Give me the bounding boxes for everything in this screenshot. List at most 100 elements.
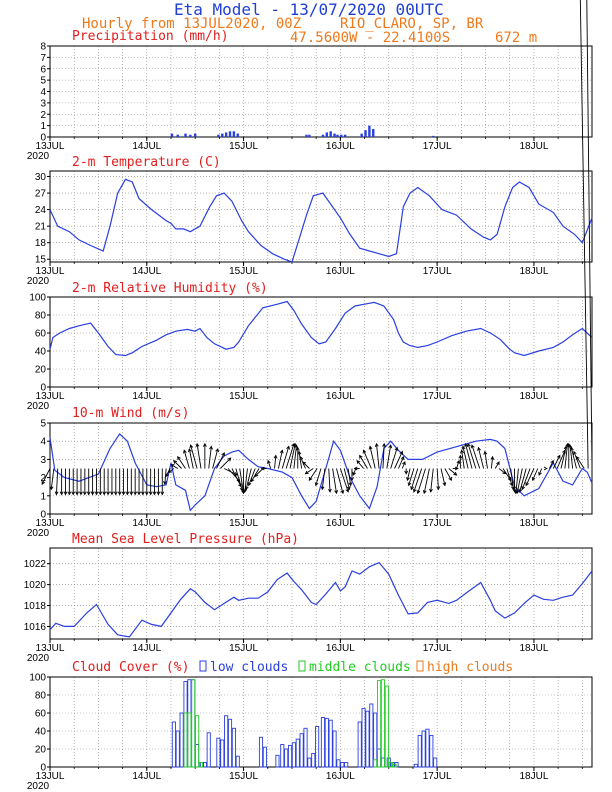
wind-arrow	[216, 452, 225, 469]
x-tick-label: 16JUL	[326, 771, 355, 782]
wind-arrow-head	[353, 466, 358, 471]
y-tick-label: 5	[40, 419, 46, 430]
wind-arrow	[560, 446, 567, 469]
wind-arrow-head	[453, 471, 458, 476]
precip-bar	[364, 130, 367, 137]
low-cloud-bar	[187, 679, 192, 768]
wind-arrow-head	[273, 454, 278, 459]
y-tick-label: 0	[40, 763, 46, 774]
wind-arrow-head	[320, 486, 325, 491]
y-tick-label: 27	[35, 189, 47, 200]
low-cloud-bar	[328, 719, 333, 768]
low-cloud-bar	[227, 718, 233, 768]
wind-arrow	[293, 445, 297, 469]
wind-arrow-head	[102, 491, 107, 496]
wind-arrow-head	[177, 456, 181, 461]
wind-arrow	[440, 468, 446, 486]
wind-arrow-head	[90, 491, 95, 496]
precip-bar	[329, 131, 332, 137]
precip-bar	[228, 131, 232, 137]
wind-arrow	[510, 468, 514, 490]
wind-arrow	[173, 460, 182, 469]
wind-arrow	[398, 456, 405, 469]
low-cloud-bar	[284, 748, 289, 768]
wind-arrow	[308, 468, 318, 481]
wind-arrow	[281, 446, 290, 469]
wind-arrow	[171, 464, 178, 469]
precip-bar	[232, 131, 236, 137]
wind-arrow-head	[163, 481, 167, 486]
middle-cloud-bar	[377, 680, 382, 768]
wind-arrow-head	[470, 444, 475, 449]
precip-bar	[308, 134, 311, 137]
wind-arrow	[244, 468, 248, 492]
wind-arrow-head	[416, 490, 421, 495]
wind-arrow-head	[304, 470, 309, 475]
wind-arrow	[462, 446, 469, 469]
panel-frame	[49, 547, 593, 640]
x-tick-label: 17JUL	[423, 518, 452, 529]
wind-arrow-head	[550, 459, 554, 464]
precip-bar	[368, 125, 371, 137]
wind-arrow	[390, 447, 398, 469]
wind-arrow-head	[345, 488, 350, 493]
panel-title: Mean Sea Level Pressure (hPa)	[72, 532, 299, 547]
middle-cloud-bar	[384, 685, 389, 768]
legend-swatch	[199, 660, 207, 672]
wind-arrow	[190, 444, 198, 469]
wind-arrow-head	[49, 486, 54, 491]
low-cloud-bar	[365, 710, 370, 768]
x-tick-label: 13JUL	[36, 141, 65, 152]
wind-arrow	[376, 443, 380, 469]
x-tick-label: 14JUL	[132, 518, 161, 529]
wind-arrow	[461, 450, 465, 469]
precip-bar	[333, 133, 336, 137]
x-tick-label: 18JUL	[519, 771, 548, 782]
wind-arrow-head	[170, 464, 175, 468]
y-tick-label: 2	[40, 473, 46, 484]
x-tick-label: 16JUL	[326, 391, 355, 402]
x-tick-label: 14JUL	[132, 391, 161, 402]
low-cloud-bar	[191, 679, 196, 768]
x-tick-label: 15JUL	[229, 518, 258, 529]
panel-frame	[49, 170, 593, 263]
x-tick-label: 14JUL	[132, 141, 161, 152]
x-tick-label: 16JUL	[326, 518, 355, 529]
y-tick-label: 18	[35, 238, 47, 249]
middle-cloud-bar	[191, 679, 196, 768]
low-cloud-bar	[429, 735, 434, 768]
wind-arrow	[359, 455, 368, 469]
wind-arrow-head	[195, 442, 200, 447]
low-cloud-bar	[315, 726, 320, 768]
wind-arrow	[407, 468, 411, 481]
wind-arrow-head	[556, 454, 561, 459]
wind-arrow	[239, 468, 245, 494]
wind-arrow-head	[362, 449, 367, 454]
panel-frame	[49, 45, 593, 138]
wind-arrow-head	[160, 491, 165, 496]
wind-arrow	[321, 468, 326, 490]
wind-arrow	[231, 468, 242, 487]
wind-arrow	[369, 446, 376, 469]
year-label: 2020	[27, 151, 50, 162]
low-cloud-bar	[324, 717, 329, 768]
wind-arrow	[506, 468, 513, 486]
precip-bar	[224, 132, 228, 137]
low-cloud-bar	[183, 681, 188, 768]
low-cloud-bar	[307, 757, 312, 768]
y-tick-label: 60	[35, 329, 47, 340]
wind-arrow-head	[254, 473, 259, 477]
y-tick-label: 4	[40, 437, 46, 448]
wind-arrow-head	[260, 466, 265, 471]
wind-arrow	[569, 445, 574, 469]
x-tick-label: 13JUL	[36, 518, 65, 529]
wind-arrow	[336, 468, 344, 494]
middle-cloud-bar	[392, 763, 397, 768]
y-tick-label: 20	[35, 745, 47, 756]
low-cloud-bar	[425, 728, 430, 768]
y-tick-label: 2	[40, 110, 46, 121]
precip-bar	[221, 133, 224, 137]
precip-bar	[432, 135, 435, 137]
low-cloud-bar	[171, 721, 176, 768]
wind-arrow	[347, 468, 352, 486]
